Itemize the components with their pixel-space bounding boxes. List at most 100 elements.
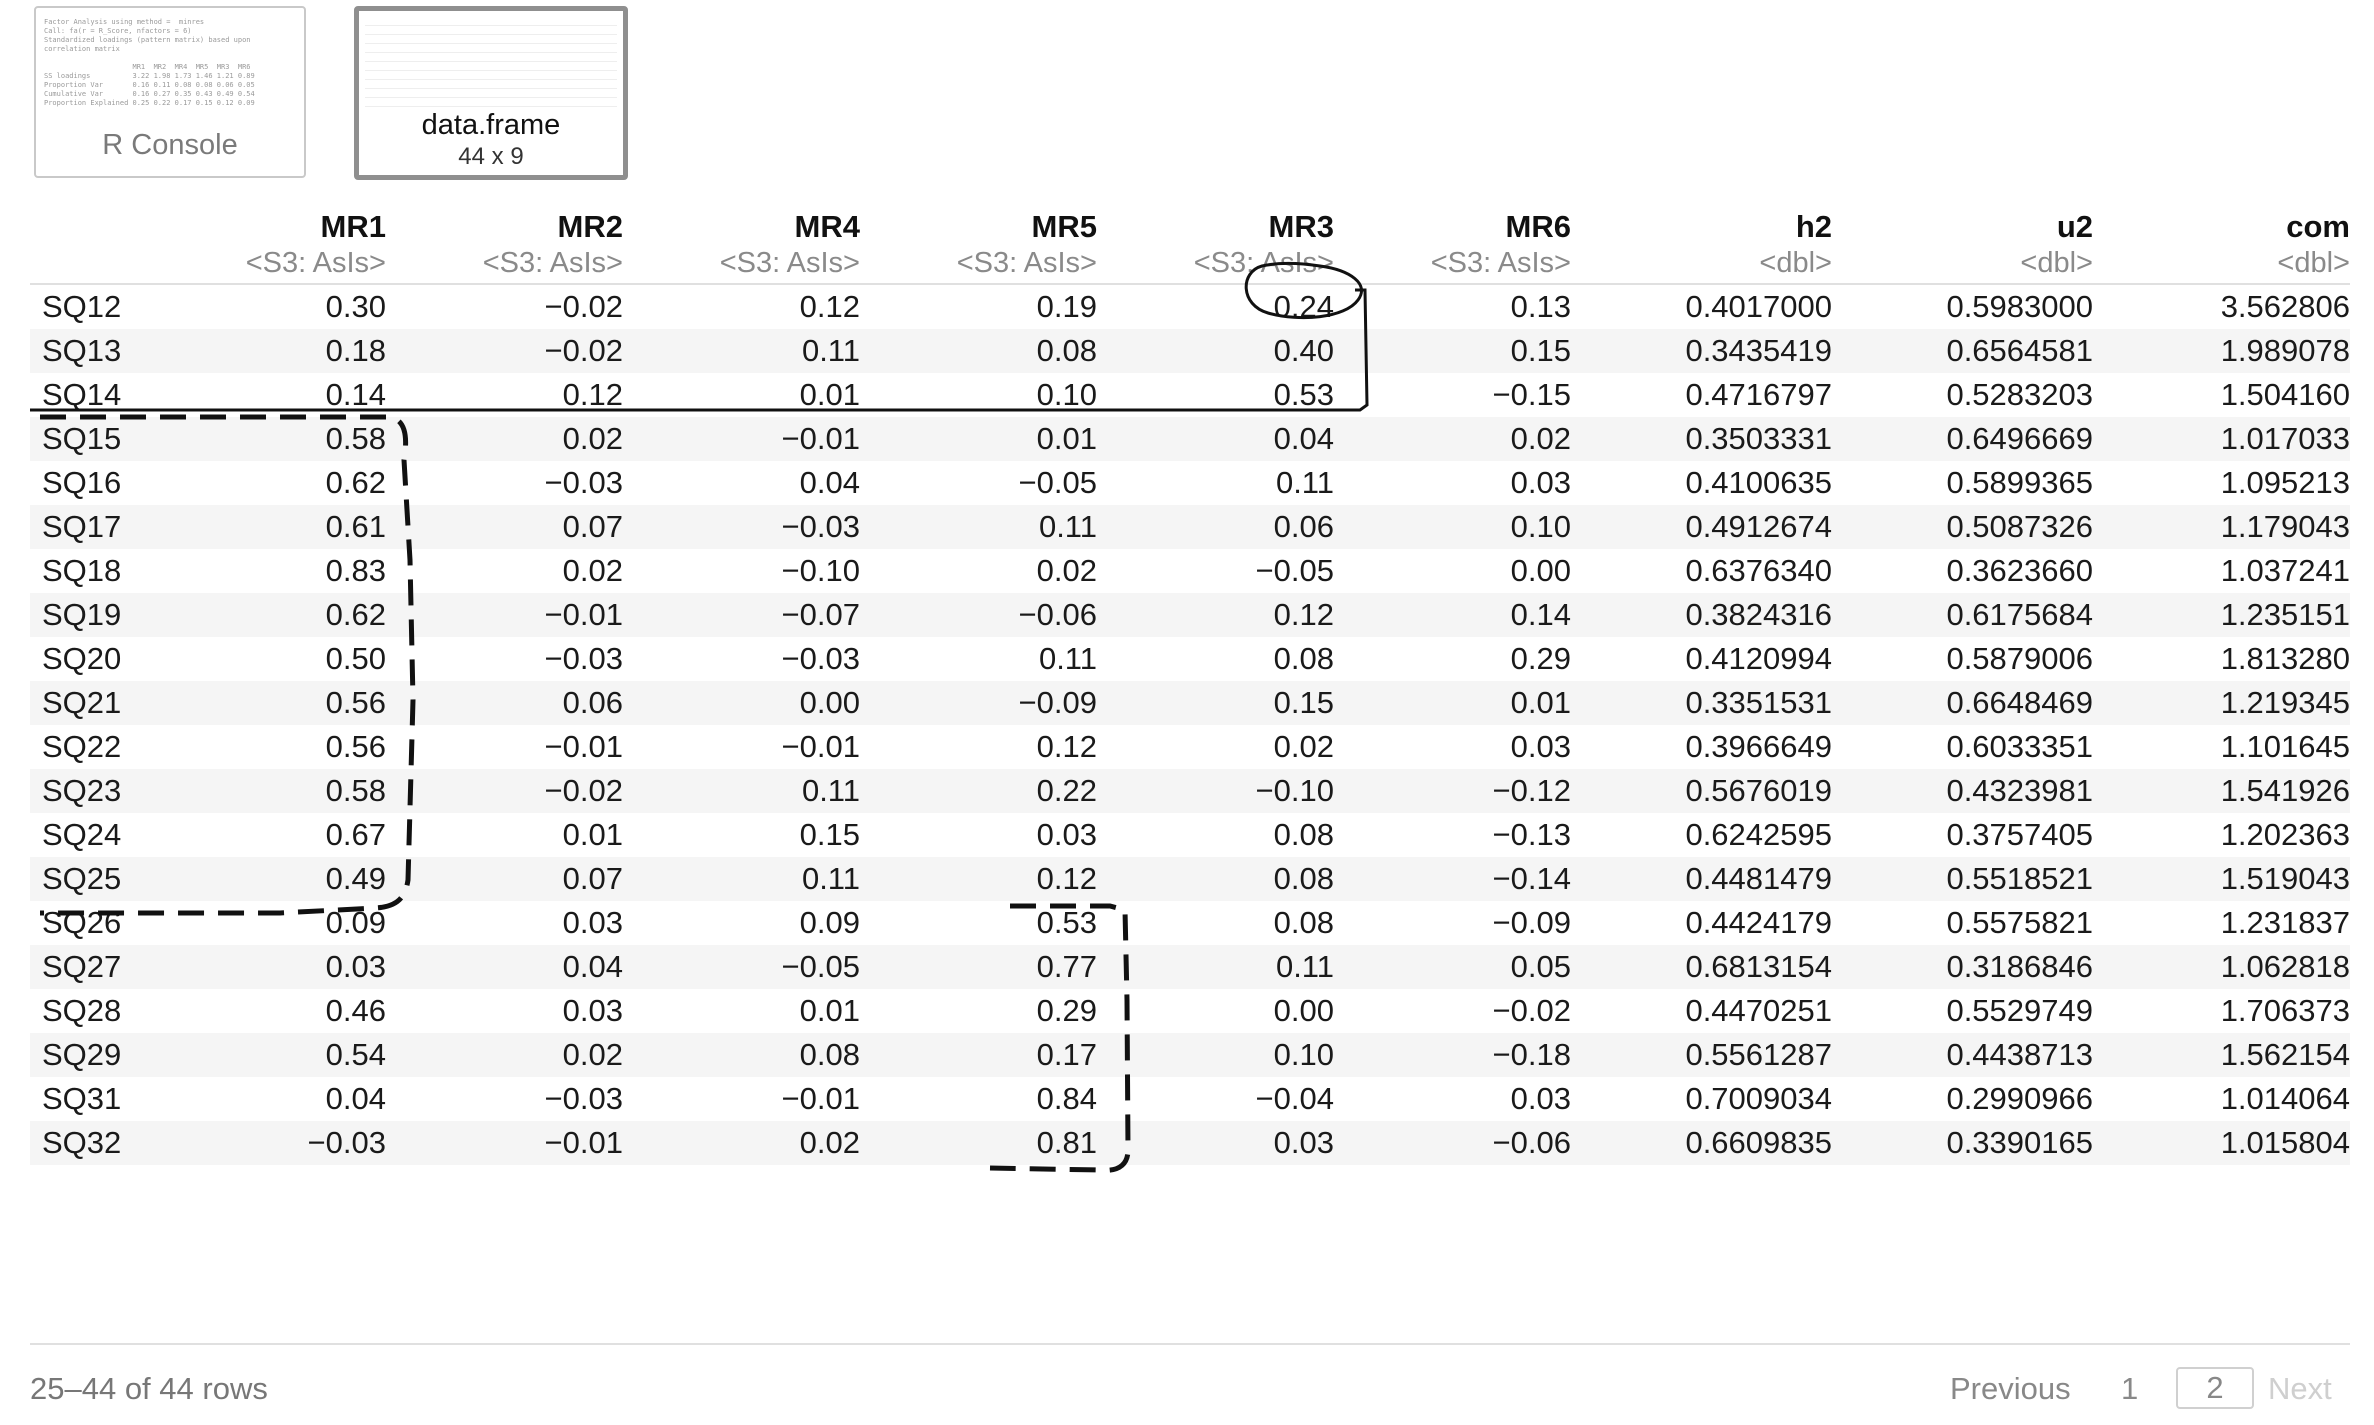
column-name: MR5 (1031, 209, 1097, 244)
table-cell: −0.02 (544, 289, 623, 324)
table-cell: −0.03 (544, 1081, 623, 1116)
table-cell: 0.30 (325, 289, 386, 324)
table-cell: 0.5283203 (1946, 377, 2093, 412)
table-cell: 0.53 (1273, 377, 1334, 412)
table-cell: 0.54 (325, 1037, 386, 1072)
column-type: <S3: AsIs> (956, 247, 1097, 279)
table-cell: 0.11 (1275, 949, 1334, 984)
table-cell: 0.4100635 (1685, 465, 1832, 500)
table-cell: −0.14 (1492, 861, 1571, 896)
table-cell: 1.179043 (2220, 509, 2350, 544)
table-row: SQ21 0.56 0.06 0.00 −0.09 0.15 0.01 0.3351531 0.… (30, 681, 2350, 725)
table-cell: 0.10 (1036, 377, 1097, 412)
table-cell: 0.02 (562, 553, 623, 588)
table-row: SQ17 0.61 0.07 −0.03 0.11 0.06 0.10 0.4912674 0.… (30, 505, 2350, 549)
table-cell: −0.09 (1492, 905, 1571, 940)
table-cell: 0.14 (325, 377, 386, 412)
table-cell: 0.50 (325, 641, 386, 676)
table-footer: 25–44 of 44 rows Previous 1 2 Next (30, 1343, 2350, 1425)
row-name: SQ19 (42, 597, 122, 632)
table-cell: 0.29 (1036, 993, 1097, 1028)
table-cell: 0.3503331 (1685, 421, 1832, 456)
table-cell: 0.6609835 (1685, 1125, 1832, 1160)
table-cell: 0.5983000 (1946, 289, 2093, 324)
column-header-mr2[interactable]: MR2 <S3: AsIs> (403, 207, 623, 279)
row-name: SQ16 (42, 465, 122, 500)
table-cell: 0.14 (1510, 597, 1571, 632)
table-cell: 0.4120994 (1685, 641, 1832, 676)
table-cell: 0.03 (1273, 1125, 1334, 1160)
page-1-button[interactable]: 1 (2121, 1371, 2139, 1406)
column-name: MR4 (794, 209, 860, 244)
table-cell: 1.504160 (2220, 377, 2350, 412)
tab-data-frame[interactable]: data.frame 44 x 9 (354, 6, 628, 180)
row-name: SQ31 (42, 1081, 122, 1116)
table-cell: 0.5879006 (1946, 641, 2093, 676)
table-cell: 0.3757405 (1946, 817, 2093, 852)
table-cell: 0.6813154 (1685, 949, 1832, 984)
column-header-h2[interactable]: h2 <dbl> (1592, 207, 1832, 279)
table-cell: 0.6242595 (1685, 817, 1832, 852)
table-cell: −0.18 (1492, 1037, 1571, 1072)
column-header-mr3[interactable]: MR3 <S3: AsIs> (1114, 207, 1334, 279)
table-cell: 0.5899365 (1946, 465, 2093, 500)
table-cell: −0.05 (1255, 553, 1334, 588)
table-cell: 0.08 (1273, 861, 1334, 896)
console-preview: Factor Analysis using method = minres Ca… (44, 18, 255, 107)
column-header-u2[interactable]: u2 <dbl> (1853, 207, 2093, 279)
table-cell: 1.037241 (2220, 553, 2350, 588)
tab-label: data.frame (421, 109, 561, 141)
table-cell: 0.81 (1036, 1125, 1097, 1160)
table-cell: 1.017033 (2220, 421, 2350, 456)
table-row: SQ32 −0.03 −0.01 0.02 0.81 0.03 −0.06 0.6609835… (30, 1121, 2350, 1165)
table-cell: 0.6496669 (1946, 421, 2093, 456)
row-name: SQ15 (42, 421, 122, 456)
column-header-mr1[interactable]: MR1 <S3: AsIs> (166, 207, 386, 279)
table-cell: 0.06 (1273, 509, 1334, 544)
table-cell: −0.15 (1492, 377, 1571, 412)
table-cell: 0.11 (801, 861, 860, 896)
table-row: SQ29 0.54 0.02 0.08 0.17 0.10 −0.18 0.5561287 0.… (30, 1033, 2350, 1077)
table-cell: 0.46 (325, 993, 386, 1028)
table-cell: 0.6376340 (1685, 553, 1832, 588)
column-name: com (2286, 209, 2350, 244)
table-cell: 0.4323981 (1946, 773, 2093, 808)
column-type: <S3: AsIs> (482, 247, 623, 279)
table-cell: 0.3390165 (1946, 1125, 2093, 1160)
column-type: <dbl> (1759, 247, 1832, 279)
page-2-button[interactable]: 2 (2176, 1367, 2254, 1409)
column-header-mr5[interactable]: MR5 <S3: AsIs> (877, 207, 1097, 279)
table-cell: 0.4438713 (1946, 1037, 2093, 1072)
table-cell: 0.62 (325, 597, 386, 632)
table-cell: 0.77 (1036, 949, 1097, 984)
table-cell: 0.04 (325, 1081, 386, 1116)
column-header-mr4[interactable]: MR4 <S3: AsIs> (640, 207, 860, 279)
table-cell: −0.05 (781, 949, 860, 984)
table-cell: 0.12 (562, 377, 623, 412)
table-cell: 0.24 (1273, 289, 1334, 324)
table-cell: 0.08 (799, 1037, 860, 1072)
column-name: MR2 (557, 209, 623, 244)
table-cell: 0.56 (325, 685, 386, 720)
row-name: SQ12 (42, 289, 122, 324)
next-page-button[interactable]: Next (2268, 1371, 2332, 1406)
table-row: SQ13 0.18 −0.02 0.11 0.08 0.40 0.15 0.3435419 0.… (30, 329, 2350, 373)
table-cell: 0.03 (562, 993, 623, 1028)
table-cell: 0.07 (562, 509, 623, 544)
table-cell: 0.4716797 (1685, 377, 1832, 412)
column-header-mr6[interactable]: MR6 <S3: AsIs> (1351, 207, 1571, 279)
table-cell: −0.01 (544, 1125, 623, 1160)
table-cell: 0.62 (325, 465, 386, 500)
table-cell: 0.15 (1273, 685, 1334, 720)
table-cell: −0.07 (781, 597, 860, 632)
row-name: SQ24 (42, 817, 122, 852)
column-type: <S3: AsIs> (719, 247, 860, 279)
previous-page-button[interactable]: Previous (1950, 1371, 2071, 1406)
table-cell: 0.08 (1273, 641, 1334, 676)
column-header-com[interactable]: com <dbl> (2110, 207, 2350, 279)
table-cell: 0.03 (562, 905, 623, 940)
column-name: u2 (2056, 209, 2093, 244)
table-cell: 0.11 (801, 333, 860, 368)
tab-r-console[interactable]: Factor Analysis using method = minres Ca… (34, 6, 306, 178)
table-cell: 0.11 (1275, 465, 1334, 500)
